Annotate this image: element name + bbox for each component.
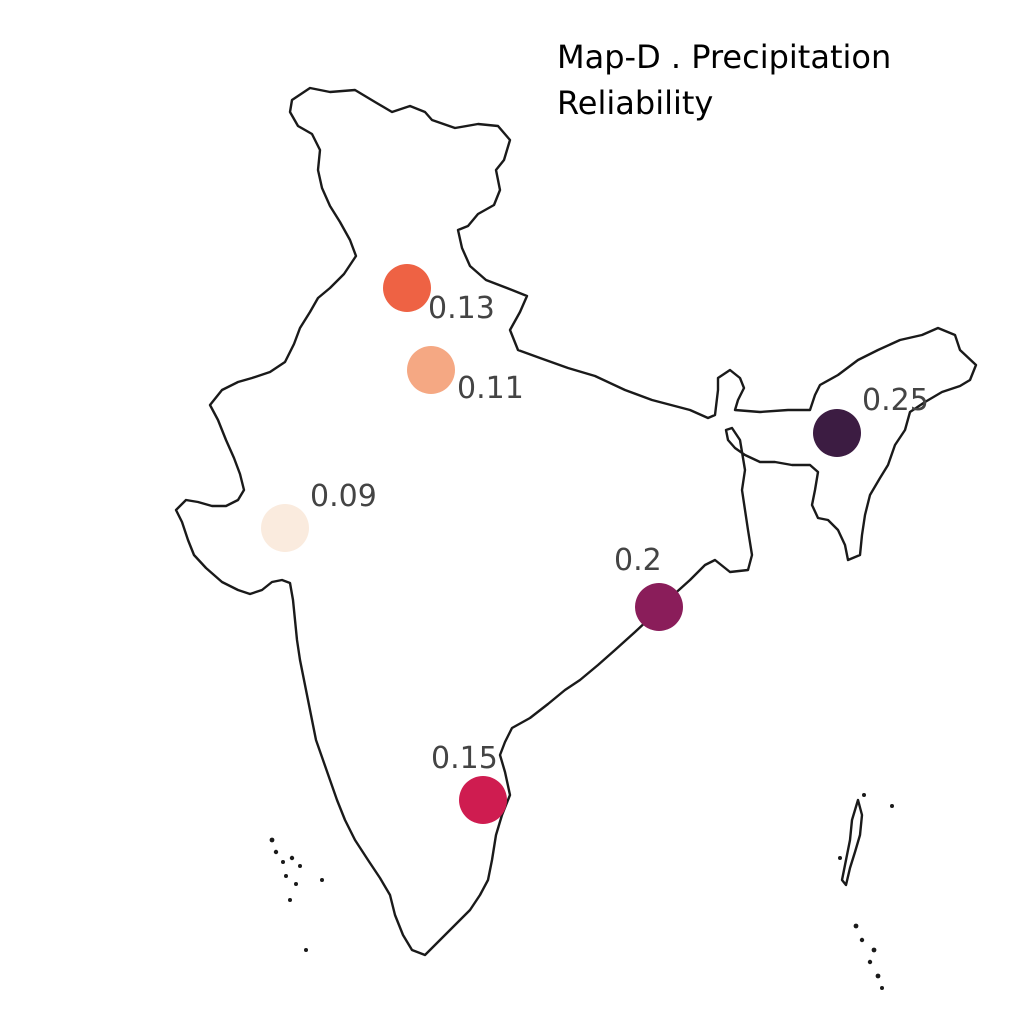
marker-value-label: 0.09 <box>310 479 377 514</box>
andaman-nicobar-islands <box>838 793 894 990</box>
marker-point <box>407 346 455 394</box>
marker-point <box>261 504 309 552</box>
marker-point <box>383 264 431 312</box>
data-points: 0.13 0.11 0.09 0.25 0.2 0.15 <box>261 264 929 824</box>
india-outline <box>174 86 978 957</box>
marker-point <box>459 776 507 824</box>
marker-value-label: 0.13 <box>428 291 495 326</box>
marker-point <box>635 583 683 631</box>
marker-value-label: 0.2 <box>614 543 662 578</box>
lakshadweep-islands <box>269 837 324 952</box>
marker-value-label: 0.15 <box>431 741 498 776</box>
marker-value-label: 0.25 <box>862 383 929 418</box>
map-title-line-1: Map-D . Precipitation <box>557 38 891 76</box>
marker-value-label: 0.11 <box>457 371 524 406</box>
map-title-line-2: Reliability <box>557 84 713 122</box>
marker-point <box>813 409 861 457</box>
